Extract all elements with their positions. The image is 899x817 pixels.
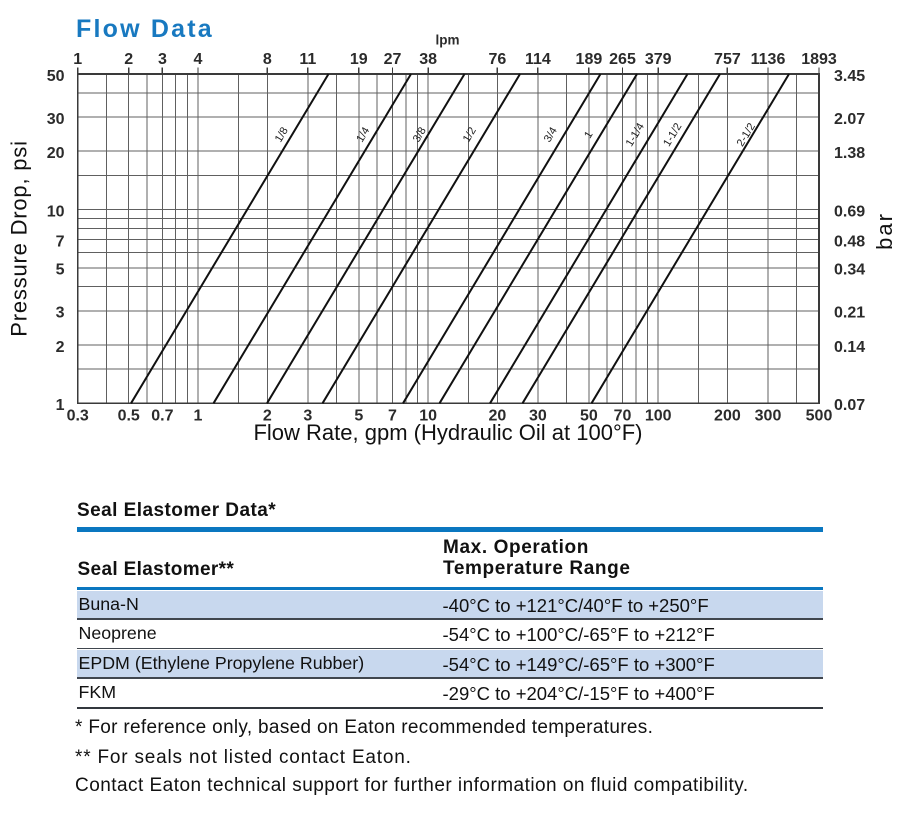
svg-text:265: 265 <box>609 51 636 68</box>
svg-text:3/8: 3/8 <box>411 125 429 144</box>
svg-text:2: 2 <box>124 51 133 68</box>
svg-text:0.21: 0.21 <box>834 305 865 322</box>
svg-text:76: 76 <box>489 51 507 68</box>
svg-text:0.14: 0.14 <box>834 339 865 356</box>
svg-text:7: 7 <box>388 408 397 425</box>
svg-text:5: 5 <box>56 262 65 279</box>
svg-text:1: 1 <box>73 51 82 68</box>
svg-text:3/4: 3/4 <box>542 125 560 144</box>
svg-text:5: 5 <box>354 408 363 425</box>
svg-text:0.7: 0.7 <box>151 408 173 425</box>
svg-text:2.07: 2.07 <box>834 111 865 128</box>
svg-text:2-1/2: 2-1/2 <box>735 121 758 149</box>
svg-text:0.34: 0.34 <box>834 262 865 279</box>
svg-text:10: 10 <box>47 203 65 220</box>
svg-text:38: 38 <box>419 51 437 68</box>
svg-text:1: 1 <box>56 397 65 414</box>
svg-text:379: 379 <box>645 51 672 68</box>
svg-text:114: 114 <box>525 51 551 68</box>
svg-text:30: 30 <box>529 408 547 425</box>
svg-text:70: 70 <box>614 408 632 425</box>
svg-text:1: 1 <box>194 408 203 425</box>
svg-text:bar: bar <box>872 212 897 250</box>
svg-text:3: 3 <box>303 408 312 425</box>
svg-text:1-1/2: 1-1/2 <box>661 121 684 149</box>
svg-text:1136: 1136 <box>751 51 786 68</box>
svg-text:189: 189 <box>576 51 603 68</box>
svg-text:8: 8 <box>263 51 272 68</box>
svg-text:50: 50 <box>580 408 598 425</box>
svg-text:2: 2 <box>263 408 272 425</box>
svg-text:3: 3 <box>56 305 65 322</box>
svg-text:0.07: 0.07 <box>834 397 865 414</box>
svg-text:lpm: lpm <box>435 33 459 48</box>
svg-text:30: 30 <box>47 111 65 128</box>
svg-text:100: 100 <box>645 408 672 425</box>
svg-text:19: 19 <box>350 51 368 68</box>
svg-text:300: 300 <box>755 408 782 425</box>
svg-text:757: 757 <box>714 51 741 68</box>
svg-text:1/2: 1/2 <box>461 125 479 144</box>
svg-text:2: 2 <box>56 339 65 356</box>
svg-text:7: 7 <box>56 233 65 250</box>
svg-text:0.48: 0.48 <box>834 233 865 250</box>
svg-text:200: 200 <box>714 408 741 425</box>
svg-text:3: 3 <box>158 51 167 68</box>
svg-text:1-1/4: 1-1/4 <box>624 121 647 149</box>
svg-text:20: 20 <box>47 145 65 162</box>
svg-text:20: 20 <box>489 408 507 425</box>
svg-text:1893: 1893 <box>801 51 837 68</box>
svg-text:3.45: 3.45 <box>834 68 865 85</box>
svg-text:1: 1 <box>582 129 595 140</box>
svg-text:Flow Rate, gpm (Hydraulic Oil: Flow Rate, gpm (Hydraulic Oil at 100°F) <box>253 420 642 445</box>
svg-text:4: 4 <box>194 51 203 68</box>
svg-text:0.3: 0.3 <box>67 408 89 425</box>
svg-text:Pressure Drop, psi: Pressure Drop, psi <box>7 140 32 337</box>
svg-text:500: 500 <box>806 408 833 425</box>
svg-text:11: 11 <box>299 51 316 68</box>
svg-text:0.5: 0.5 <box>118 408 140 425</box>
svg-text:1.38: 1.38 <box>834 145 865 162</box>
svg-text:0.69: 0.69 <box>834 203 865 220</box>
svg-text:27: 27 <box>384 51 402 68</box>
svg-text:10: 10 <box>419 408 437 425</box>
svg-text:50: 50 <box>47 68 65 85</box>
